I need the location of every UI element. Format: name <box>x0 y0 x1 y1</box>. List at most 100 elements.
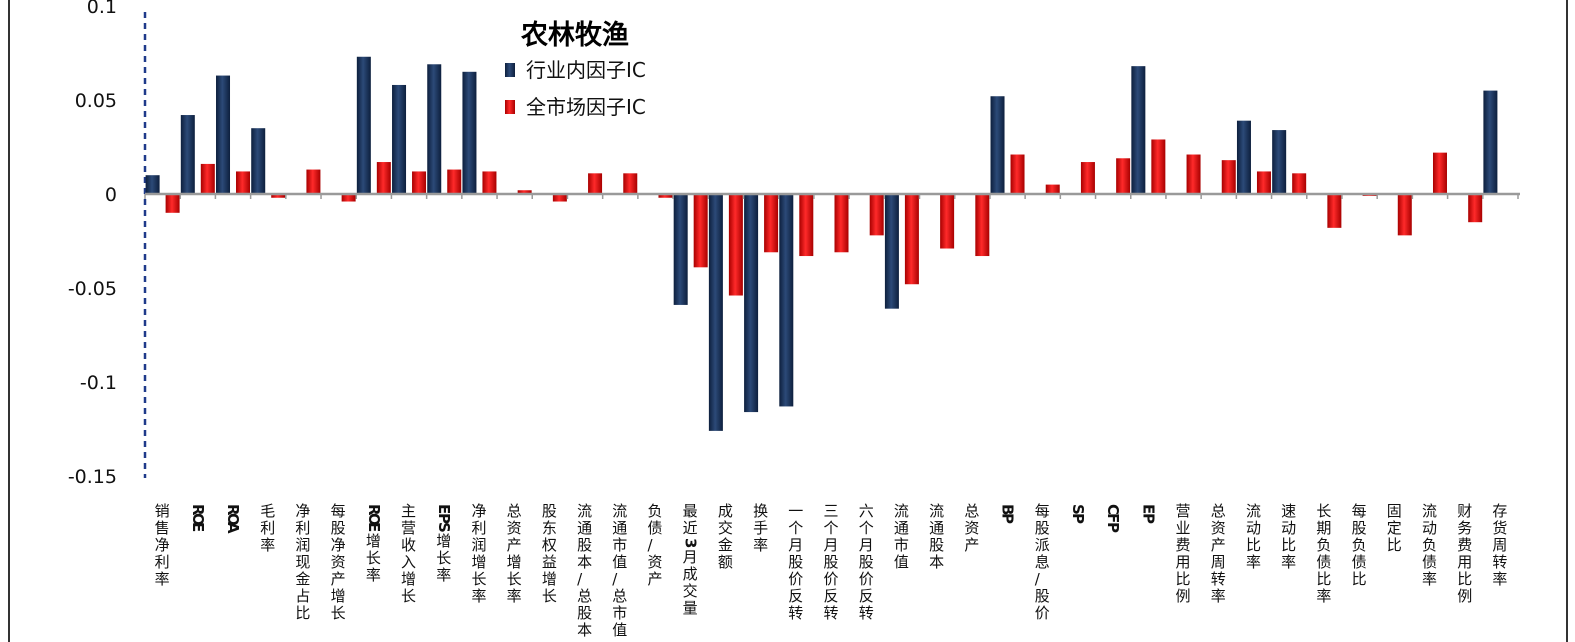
bar-market-ic <box>376 162 391 194</box>
category-label: 固定比 <box>1387 502 1402 554</box>
category-label: 总资产 <box>964 502 979 554</box>
bars <box>145 56 1498 431</box>
bar-industry-ic <box>356 56 371 195</box>
bar-market-ic <box>482 171 497 194</box>
bar-industry-ic <box>708 194 723 431</box>
category-label: 速动比率 <box>1281 502 1296 571</box>
bar-market-ic <box>1256 171 1271 194</box>
y-tick-label: 0.1 <box>87 0 117 18</box>
category-label: 最近 3 月成交量 <box>682 502 700 617</box>
category-labels: 销售净利率 ROE ROA 毛利率 净利润现金占比 每股净资产增长 ROE 增长率 主营收入增长… <box>155 502 1508 639</box>
category-label: 股东权益增长 <box>542 502 557 605</box>
category-label: 流通股本 <box>929 502 944 571</box>
y-tick-label: 0.05 <box>75 90 117 112</box>
bar-market-ic <box>975 194 990 257</box>
legend: 行业内因子IC 全市场因子IC <box>505 58 646 119</box>
category-label: 成交金额 <box>718 502 733 571</box>
category-label: ROE 增长率 <box>365 504 383 584</box>
category-label: 每股净资产增长 <box>331 502 346 622</box>
category-label: 净利润现金占比 <box>295 502 310 622</box>
category-label: 流通市值 <box>894 502 909 571</box>
category-label: 存货周转率 <box>1492 502 1507 588</box>
category-label: 财务费用比例 <box>1457 502 1472 605</box>
bar-market-ic <box>271 194 286 198</box>
category-label: 流通股本/总股本 <box>577 502 592 639</box>
bar-market-ic <box>764 194 779 253</box>
right-border <box>1566 0 1568 642</box>
bar-market-ic <box>341 194 356 202</box>
bar-market-ic <box>1080 162 1095 194</box>
bar-industry-ic <box>1236 120 1251 194</box>
category-label: 六个月股价反转 <box>859 502 874 622</box>
bar-market-ic <box>1221 160 1236 194</box>
bar-market-ic <box>799 194 814 257</box>
y-tick-label: 0 <box>105 184 117 206</box>
bar-market-ic <box>1151 139 1166 194</box>
bar-industry-ic <box>884 194 899 309</box>
bar-market-ic <box>200 163 215 194</box>
bar-market-ic <box>306 169 321 194</box>
category-label: 流动比率 <box>1246 502 1261 571</box>
bar-industry-ic <box>180 115 195 194</box>
category-label: 主营收入增长 <box>401 502 416 605</box>
bar-market-ic <box>552 194 567 202</box>
bar-industry-ic <box>1272 130 1287 194</box>
category-label: ROA <box>224 504 242 534</box>
y-axis: 0.1 0.05 0 -0.05 -0.1 -0.15 <box>68 0 147 488</box>
bar-market-ic <box>869 194 884 236</box>
category-label: 净利润增长率 <box>471 502 486 605</box>
category-label: EPS 增长率 <box>435 504 453 584</box>
bar-market-ic <box>1327 194 1342 228</box>
bar-industry-ic <box>779 194 794 407</box>
category-label: 每股负债比 <box>1352 502 1367 588</box>
y-tick-label: -0.1 <box>80 372 117 394</box>
bar-market-ic <box>658 194 673 198</box>
category-label: SP <box>1069 504 1087 524</box>
category-label: 三个月股价反转 <box>824 502 839 622</box>
bar-market-ic <box>904 194 919 285</box>
bar-market-ic <box>1468 194 1483 223</box>
bar-industry-ic <box>990 96 1005 194</box>
bar-market-ic <box>236 171 251 194</box>
category-label: 换手率 <box>753 502 768 554</box>
bar-market-ic <box>940 194 955 249</box>
category-label: 总资产增长率 <box>507 502 522 605</box>
bar-market-ic <box>517 190 532 194</box>
legend-label: 全市场因子IC <box>526 95 646 119</box>
bar-market-ic <box>412 171 427 194</box>
bar-market-ic <box>165 194 180 213</box>
bar-industry-ic <box>462 71 477 194</box>
category-label: 总资产周转率 <box>1211 502 1226 605</box>
x-axis <box>144 192 1520 199</box>
legend-swatch-market <box>505 100 515 114</box>
legend-swatch-industry <box>505 63 515 77</box>
bar-industry-ic <box>1483 90 1498 194</box>
category-label: CFP <box>1104 504 1122 533</box>
category-label: ROE <box>189 504 207 532</box>
bar-industry-ic <box>1131 66 1146 194</box>
category-label: 长期负债比率 <box>1316 502 1331 605</box>
bar-market-ic <box>1116 158 1131 194</box>
bar-industry-ic <box>744 194 759 413</box>
left-border <box>8 0 10 642</box>
category-label: EP <box>1139 504 1157 524</box>
bar-industry-ic <box>673 194 688 305</box>
category-label: 一个月股价反转 <box>788 502 803 622</box>
bar-market-ic <box>1010 154 1025 194</box>
category-label: 流通市值/总市值 <box>612 502 627 639</box>
bar-industry-ic <box>216 75 231 194</box>
y-tick-label: -0.05 <box>68 278 117 300</box>
chart-title: 农林牧渔 <box>520 20 629 51</box>
bar-market-ic <box>1045 184 1060 194</box>
category-label: 营业费用比例 <box>1176 502 1191 605</box>
bar-market-ic <box>588 173 603 194</box>
category-label: 负债/资产 <box>647 502 662 588</box>
category-label: 毛利率 <box>260 502 275 554</box>
bar-market-ic <box>1186 154 1201 194</box>
bar-industry-ic <box>392 84 407 194</box>
legend-label: 行业内因子IC <box>526 58 646 82</box>
bar-industry-ic <box>427 64 442 194</box>
category-label: 销售净利率 <box>155 502 170 588</box>
category-label: BP <box>999 504 1017 524</box>
